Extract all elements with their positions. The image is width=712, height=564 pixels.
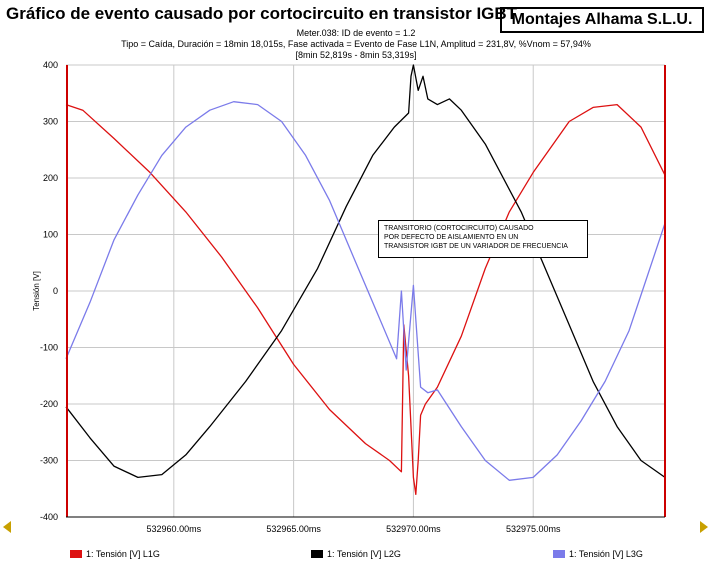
y-tick-label: 100 <box>43 230 58 240</box>
y-tick-label: 300 <box>43 117 58 127</box>
x-tick-label: 532960.00ms <box>147 524 202 534</box>
legend-item-l2[interactable]: 1: Tensión [V] L2G <box>311 549 401 559</box>
x-tick-labels: 532960.00ms 532965.00ms 532970.00ms 532975.… <box>147 524 561 534</box>
series-line-l2 <box>65 64 666 479</box>
legend-label-l3: 1: Tensión [V] L3G <box>569 549 643 559</box>
y-tick-labels: 400 300 200 100 0 -100 -200 -300 -400 <box>40 60 58 522</box>
legend-label-l1: 1: Tensión [V] L1G <box>86 549 160 559</box>
scroll-right-arrow-icon[interactable] <box>700 521 708 533</box>
y-tick-label: 0 <box>53 286 58 296</box>
y-tick-label: 200 <box>43 173 58 183</box>
legend-item-l3[interactable]: 1: Tensión [V] L3G <box>553 549 643 559</box>
legend-label-l2: 1: Tensión [V] L2G <box>327 549 401 559</box>
annotation-line1: TRANSITORIO (CORTOCIRCUITO) CAUSADO <box>384 225 534 232</box>
series-line-l3 <box>65 101 666 481</box>
scroll-left-arrow-icon[interactable] <box>3 521 11 533</box>
series-line-l1 <box>65 103 666 496</box>
legend-swatch-l3 <box>553 550 565 558</box>
company-label: Montajes Alhama S.L.U. <box>500 7 704 33</box>
x-tick-label: 532975.00ms <box>506 524 561 534</box>
y-tick-label: -300 <box>40 456 58 466</box>
legend-swatch-l1 <box>70 550 82 558</box>
x-tick-label: 532965.00ms <box>266 524 321 534</box>
y-tick-label: -100 <box>40 343 58 353</box>
legend-swatch-l2 <box>311 550 323 558</box>
chart-title: Gráfico de evento causado por cortocircu… <box>6 4 518 23</box>
y-tick-label: 400 <box>43 60 58 70</box>
y-tick-label: -200 <box>40 399 58 409</box>
y-tick-label: -400 <box>40 512 58 522</box>
transient-annotation: TRANSITORIO (CORTOCIRCUITO) CAUSADO POR … <box>378 220 588 258</box>
y-axis-label: Tensión [V] <box>32 271 41 311</box>
event-info: Tipo = Caída, Duración = 18min 18,015s, … <box>121 39 591 49</box>
series-layer <box>65 64 666 496</box>
legend-item-l1[interactable]: 1: Tensión [V] L1G <box>70 549 160 559</box>
x-tick-label: 532970.00ms <box>386 524 441 534</box>
time-range: [8min 52,819s - 8min 53,319s] <box>295 50 417 60</box>
annotation-line2: POR DEFECTO DE AISLAMIENTO EN UN <box>384 234 519 241</box>
annotation-line3: TRANSISTOR IGBT DE UN VARIADOR DE FRECUE… <box>384 243 568 250</box>
meter-info: Meter.038: ID de evento = 1.2 <box>296 28 416 38</box>
